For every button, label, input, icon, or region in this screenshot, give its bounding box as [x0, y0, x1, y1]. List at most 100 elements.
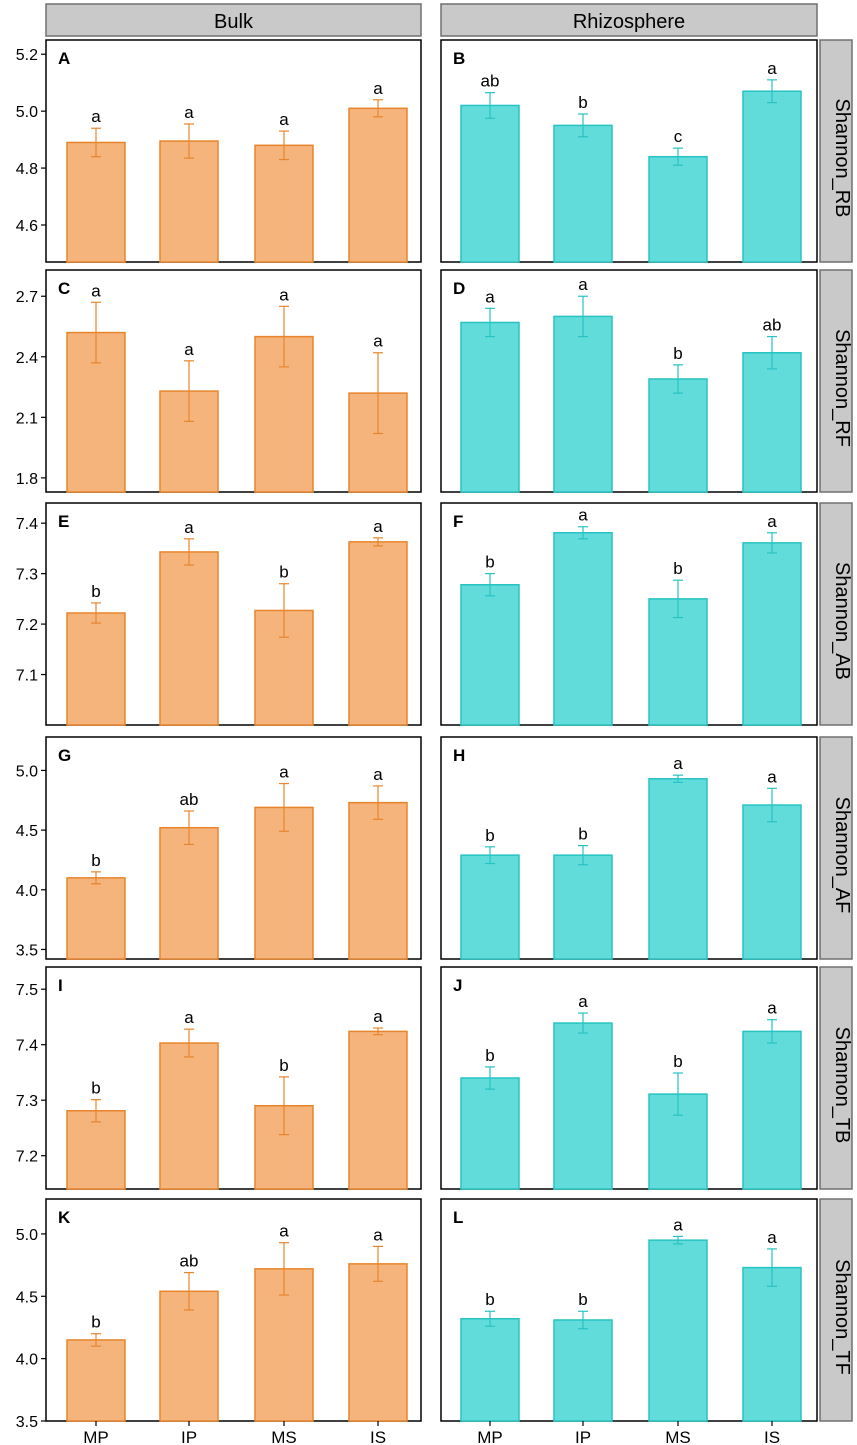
row-strip-shannon-rf [819, 269, 853, 493]
bar-is [348, 1263, 408, 1422]
significance-label: b [91, 1313, 100, 1332]
panel-letter: G [58, 746, 71, 765]
column-strip-bulk-label: Bulk [214, 11, 254, 33]
significance-label: a [485, 287, 495, 306]
bar-ip [553, 854, 613, 960]
significance-label: a [767, 1228, 777, 1247]
bar-is [348, 541, 408, 726]
y-tick-label: 4.0 [16, 883, 38, 900]
significance-label: a [373, 517, 383, 536]
bar-ip [159, 1290, 219, 1422]
panel-h: Hb b a a [440, 736, 818, 960]
y-tick-label: 5.0 [16, 763, 38, 780]
x-tick-label-ms: MS [665, 1428, 691, 1445]
panel-i: I 7.2 7.3 7.4 7.5 b a b a [16, 966, 422, 1190]
panel-letter: H [453, 746, 465, 765]
y-tick-label: 2.7 [16, 289, 38, 306]
y-tick-label: 4.6 [16, 218, 38, 235]
row-strip-label: Shannon_RB [831, 99, 853, 218]
x-tick-label-mp: MP [83, 1428, 109, 1445]
significance-label: a [373, 332, 383, 351]
bar-ip [553, 1319, 613, 1422]
bar-ip [159, 826, 219, 960]
bar-ip [159, 1042, 219, 1190]
bar-is [742, 1266, 802, 1422]
panel-c: C 1.8 2.1 2.4 2.7 a a a a [16, 269, 422, 493]
row-strip-label: Shannon_TB [831, 1027, 853, 1144]
column-strip-bulk [45, 3, 422, 37]
bar-mp [66, 1339, 126, 1422]
bar-ip [553, 532, 613, 726]
significance-label: a [184, 103, 194, 122]
bar-ip [553, 315, 613, 493]
significance-label: a [373, 1225, 383, 1244]
y-tick-label: 3.5 [16, 942, 38, 959]
row-strip-label: Shannon_AF [831, 797, 853, 914]
column-strip-rhizosphere [440, 3, 818, 37]
bar-ms [648, 155, 708, 263]
panel-letter: E [58, 512, 69, 531]
row-strip-label: Shannon_AB [831, 562, 853, 680]
bar-ip [159, 140, 219, 263]
significance-label: ab [180, 1252, 199, 1271]
bar-mp [460, 854, 520, 960]
significance-label: b [279, 563, 288, 582]
bar-ms [648, 778, 708, 960]
row-strip-label: Shannon_RF [831, 329, 853, 447]
column-headers: Bulk Rhizosphere [45, 3, 818, 37]
y-tick-label: 7.3 [16, 567, 38, 584]
panel-k: K 3.5 4.0 4.5 5.0 b ab a a [16, 1198, 422, 1431]
y-tick-label: 5.0 [16, 1227, 38, 1244]
bar-mp [460, 321, 520, 493]
bar-mp [460, 583, 520, 726]
significance-label: a [578, 992, 588, 1011]
bar-is [742, 1030, 802, 1190]
panel-letter: J [453, 976, 462, 995]
significance-label: b [485, 1046, 494, 1065]
significance-label: a [91, 281, 101, 300]
bar-is [742, 90, 802, 263]
bar-is [348, 801, 408, 960]
significance-label: a [373, 1007, 383, 1026]
bar-mp [460, 1317, 520, 1422]
significance-label: a [184, 1008, 194, 1027]
significance-label: b [673, 559, 682, 578]
significance-label: b [578, 825, 587, 844]
bar-ip [553, 124, 613, 263]
bar-ip [159, 551, 219, 726]
y-tick-label: 7.5 [16, 982, 38, 999]
significance-label: ab [763, 316, 782, 335]
significance-label: ab [481, 72, 500, 91]
y-tick-label: 7.3 [16, 1093, 38, 1110]
y-tick-label: 5.0 [16, 104, 38, 121]
bar-is [742, 351, 802, 493]
y-tick-label: 7.2 [16, 617, 38, 634]
panel-letter: D [453, 279, 465, 298]
panel-letter: B [453, 49, 465, 68]
bar-ms [648, 598, 708, 726]
significance-label: b [673, 344, 682, 363]
bar-mp [460, 1077, 520, 1190]
bar-mp [66, 612, 126, 726]
bar-mp [460, 104, 520, 263]
x-tick-label-mp: MP [477, 1428, 503, 1445]
y-tick-label: 4.8 [16, 161, 38, 178]
y-tick-label: 7.4 [16, 1038, 38, 1055]
significance-label: a [673, 754, 683, 773]
significance-label: a [767, 512, 777, 531]
y-tick-label: 1.8 [16, 471, 38, 488]
significance-label: a [373, 79, 383, 98]
row-strip-shannon-af [819, 736, 853, 960]
bar-mp [66, 1109, 126, 1190]
bar-mp [66, 141, 126, 263]
significance-label: a [279, 1222, 289, 1241]
significance-label: a [184, 518, 194, 537]
significance-label: b [485, 1290, 494, 1309]
significance-label: a [279, 763, 289, 782]
panel-b: Bab b c a [440, 39, 818, 263]
significance-label: b [485, 826, 494, 845]
panel-letter: I [58, 976, 63, 995]
significance-label: b [91, 851, 100, 870]
